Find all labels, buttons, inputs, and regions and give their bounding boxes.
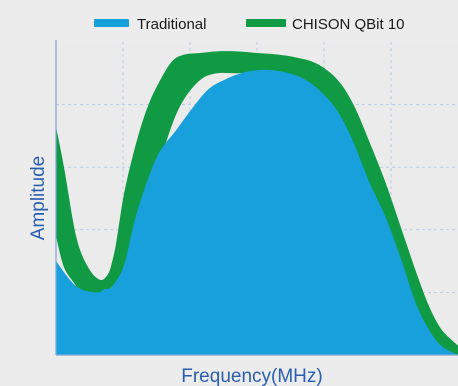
y-axis-title: Amplitude [28,156,49,241]
series-band-chison-qbit-10 [56,51,458,356]
legend-swatch-traditional [94,19,129,27]
x-axis-title: Frequency(MHz) [181,366,322,386]
legend: Traditional CHISON QBit 10 [94,16,405,33]
plot-area [55,40,458,356]
legend-label-traditional: Traditional [137,16,206,33]
legend-swatch-chison [246,19,286,27]
legend-label-chison: CHISON QBit 10 [292,16,405,33]
series-area-traditional [56,69,458,355]
